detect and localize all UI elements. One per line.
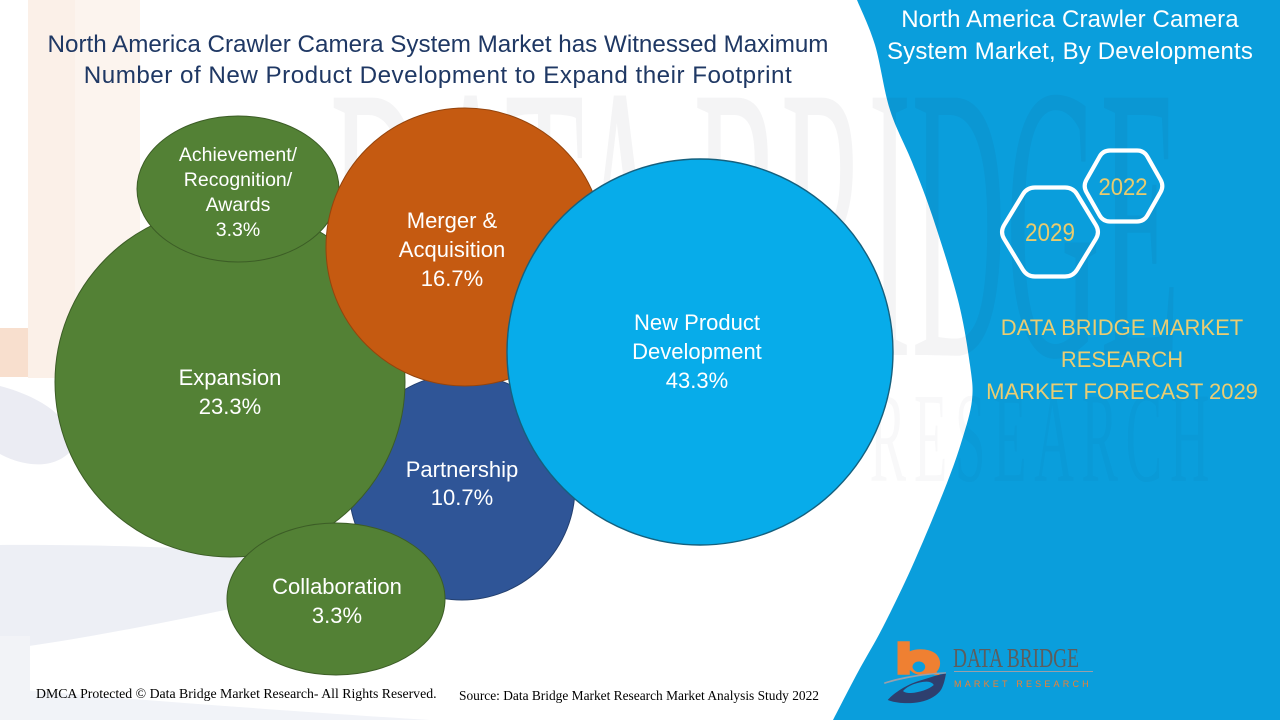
svg-text:2029: 2029 <box>1025 219 1075 247</box>
svg-text:2022: 2022 <box>1099 174 1148 201</box>
